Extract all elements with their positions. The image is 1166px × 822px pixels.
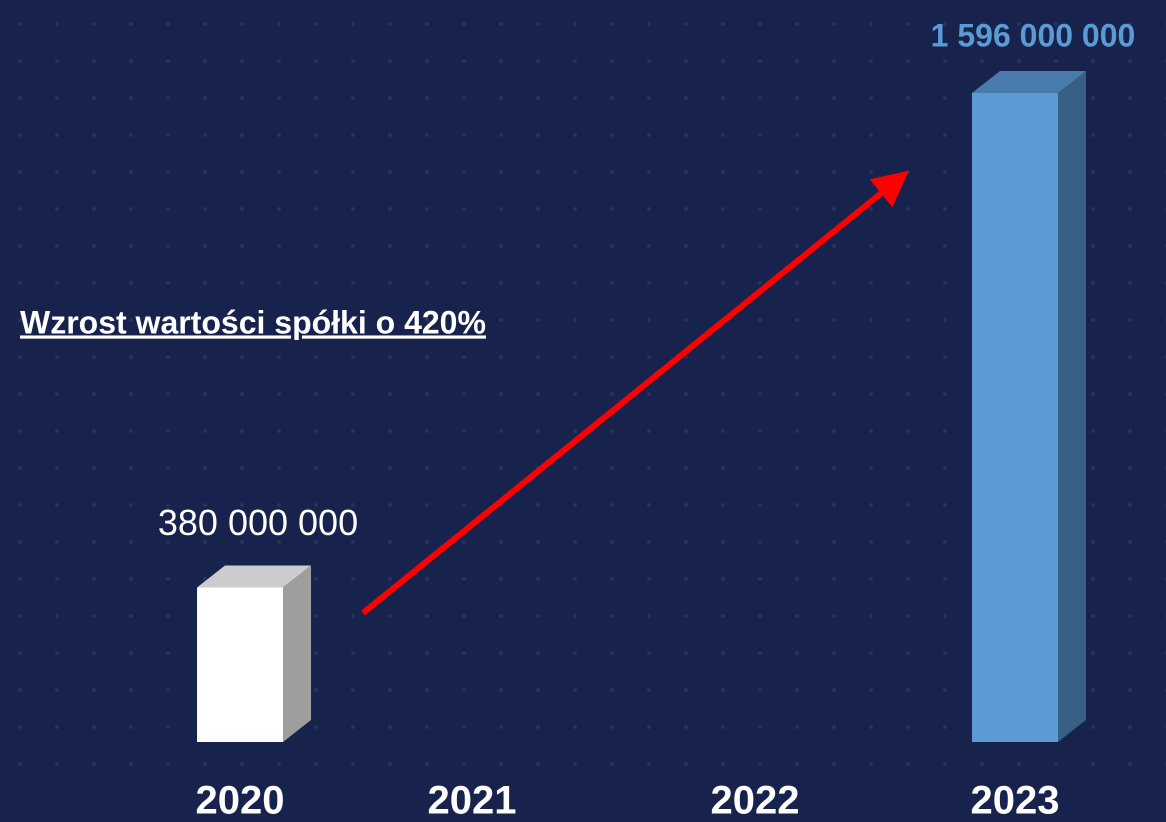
value-label: 380 000 000 [158, 502, 358, 543]
bar [972, 71, 1086, 742]
bar [197, 565, 311, 742]
x-tick-label: 2022 [711, 779, 800, 822]
x-tick-label: 2023 [971, 779, 1060, 822]
growth-arrow [361, 170, 909, 616]
annotation: Wzrost wartości spółki o 420% [20, 304, 486, 340]
x-tick-label: 2021 [428, 779, 517, 822]
bar-top [197, 565, 311, 588]
value-label: 1 596 000 000 [931, 17, 1136, 53]
dot-grid [0, 0, 1166, 780]
bar-side [283, 565, 311, 742]
bar-side [1058, 71, 1086, 742]
bar-front [972, 93, 1058, 742]
bar-front [197, 587, 283, 742]
bar-top [972, 71, 1086, 93]
x-tick-label: 2020 [196, 779, 285, 822]
